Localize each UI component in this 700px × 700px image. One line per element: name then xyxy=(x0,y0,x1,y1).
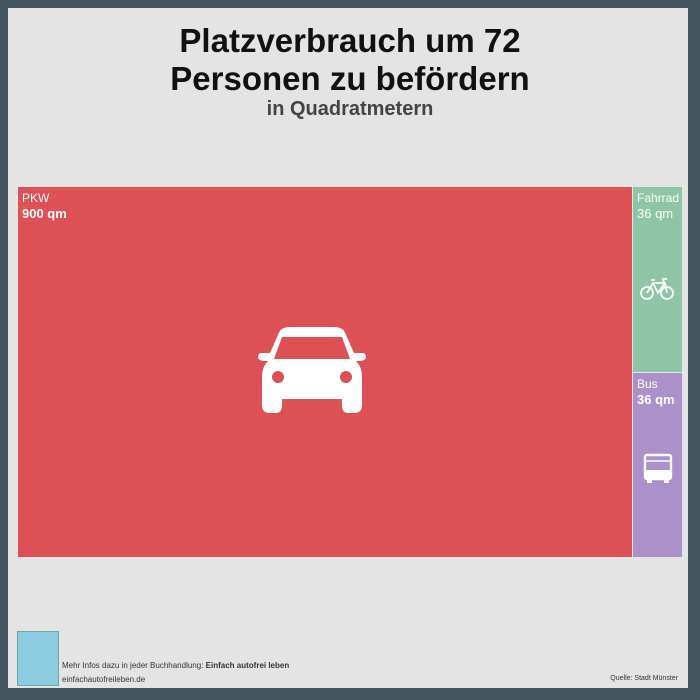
car-icon xyxy=(258,327,366,413)
footer-website-link[interactable]: einfachautofreileben.de xyxy=(62,675,146,684)
cell-label: Bus xyxy=(637,377,658,391)
chart-title: Platzverbrauch um 72 Personen zu beförder… xyxy=(0,22,700,98)
cell-label: Fahrrad xyxy=(637,191,680,205)
bus-icon xyxy=(643,453,673,483)
cell-label: PKW xyxy=(22,191,50,205)
source-note: Quelle: Stadt Münster xyxy=(610,675,678,682)
footer-info: Mehr Infos dazu in jeder Buchhandlung: E… xyxy=(62,661,289,670)
footer-info-prefix: Mehr Infos dazu in jeder Buchhandlung: xyxy=(62,661,206,670)
chart-subtitle: in Quadratmetern xyxy=(266,98,434,120)
title-line-2: Personen zu befördern xyxy=(170,60,530,97)
cell-value: 36 qm xyxy=(637,392,675,407)
book-cover-image[interactable] xyxy=(17,631,59,686)
bicycle-icon xyxy=(640,278,674,300)
treemap-cell-pkw: PKW 900 qm xyxy=(18,187,632,557)
treemap-cell-bus: Bus 36 qm xyxy=(633,373,682,557)
cell-value: 900 qm xyxy=(22,206,67,221)
footer-book-title: Einfach autofrei leben xyxy=(205,661,290,670)
title-line-1: Platzverbrauch um 72 xyxy=(179,22,521,59)
treemap-cell-fahrrad: Fahrrad 36 qm xyxy=(633,187,682,372)
cell-value: 36 qm xyxy=(637,206,674,221)
